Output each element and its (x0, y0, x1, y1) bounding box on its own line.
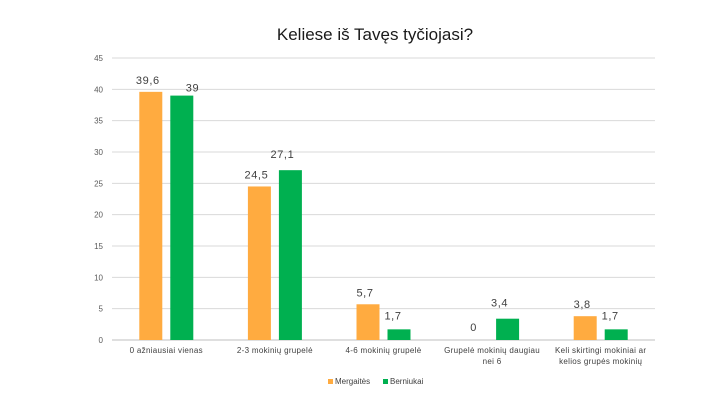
bar-berniukai (604, 329, 628, 340)
data-label: 39,6 (136, 75, 160, 87)
y-tick-label: 5 (99, 305, 104, 314)
category-label: Keli skirtingi mokiniai ar (555, 346, 646, 355)
x-axis-categories: 0 ažniausiai vienas 2-3 mokinių grupelė 4-… (130, 346, 646, 366)
y-tick-label: 0 (99, 336, 104, 345)
data-label: 3,8 (574, 299, 591, 311)
bar-berniukai (496, 318, 520, 340)
legend-label: Berniukai (390, 377, 424, 386)
y-tick-label: 35 (94, 117, 103, 126)
y-tick-label: 10 (94, 273, 103, 282)
data-label: 1,7 (602, 310, 619, 322)
data-label: 39 (186, 83, 199, 95)
category-label: nei 6 (483, 357, 502, 366)
data-label: 3,4 (491, 298, 508, 310)
y-tick-label: 15 (94, 242, 103, 251)
data-label: 24,5 (244, 169, 268, 181)
data-label: 1,7 (384, 310, 401, 322)
category-label: Grupelė mokinių daugiau (444, 346, 540, 355)
bars (139, 91, 628, 340)
bar-mergaitės (356, 304, 380, 340)
category-label: 0 ažniausiai vienas (130, 346, 203, 355)
bar-mergaitės (139, 91, 163, 340)
data-labels: 39,6 39 24,527,1 5,7 1,7 0 3,4 3,8 1,7 (136, 75, 619, 334)
category-label: 2-3 mokinių grupelė (237, 346, 313, 355)
chart-title: Keliese iš Tavęs tyčiojasi? (277, 25, 473, 44)
y-tick-label: 45 (94, 54, 103, 63)
category-label: 4-6 mokinių grupelė (346, 346, 422, 355)
category-label: kelios grupės mokinių (559, 357, 642, 366)
y-tick-label: 30 (94, 148, 103, 157)
bar-berniukai (387, 329, 411, 340)
data-label: 27,1 (270, 149, 294, 161)
data-label: 5,7 (356, 287, 373, 299)
legend-swatch (328, 379, 333, 384)
y-axis-ticks: 0 5 10 15 20 25 30 35 40 45 (94, 54, 103, 345)
bar-berniukai (278, 170, 302, 340)
bar-berniukai (170, 95, 194, 340)
y-tick-label: 20 (94, 211, 103, 220)
legend-swatch (383, 379, 388, 384)
y-tick-label: 25 (94, 179, 103, 188)
bar-mergaitės (573, 316, 597, 340)
legend: Mergaitės Berniukai (328, 377, 424, 386)
y-tick-label: 40 (94, 85, 103, 94)
data-label: 0 (470, 322, 477, 334)
gridlines (112, 57, 655, 341)
bar-mergaitės (247, 186, 271, 340)
legend-label: Mergaitės (335, 377, 370, 386)
